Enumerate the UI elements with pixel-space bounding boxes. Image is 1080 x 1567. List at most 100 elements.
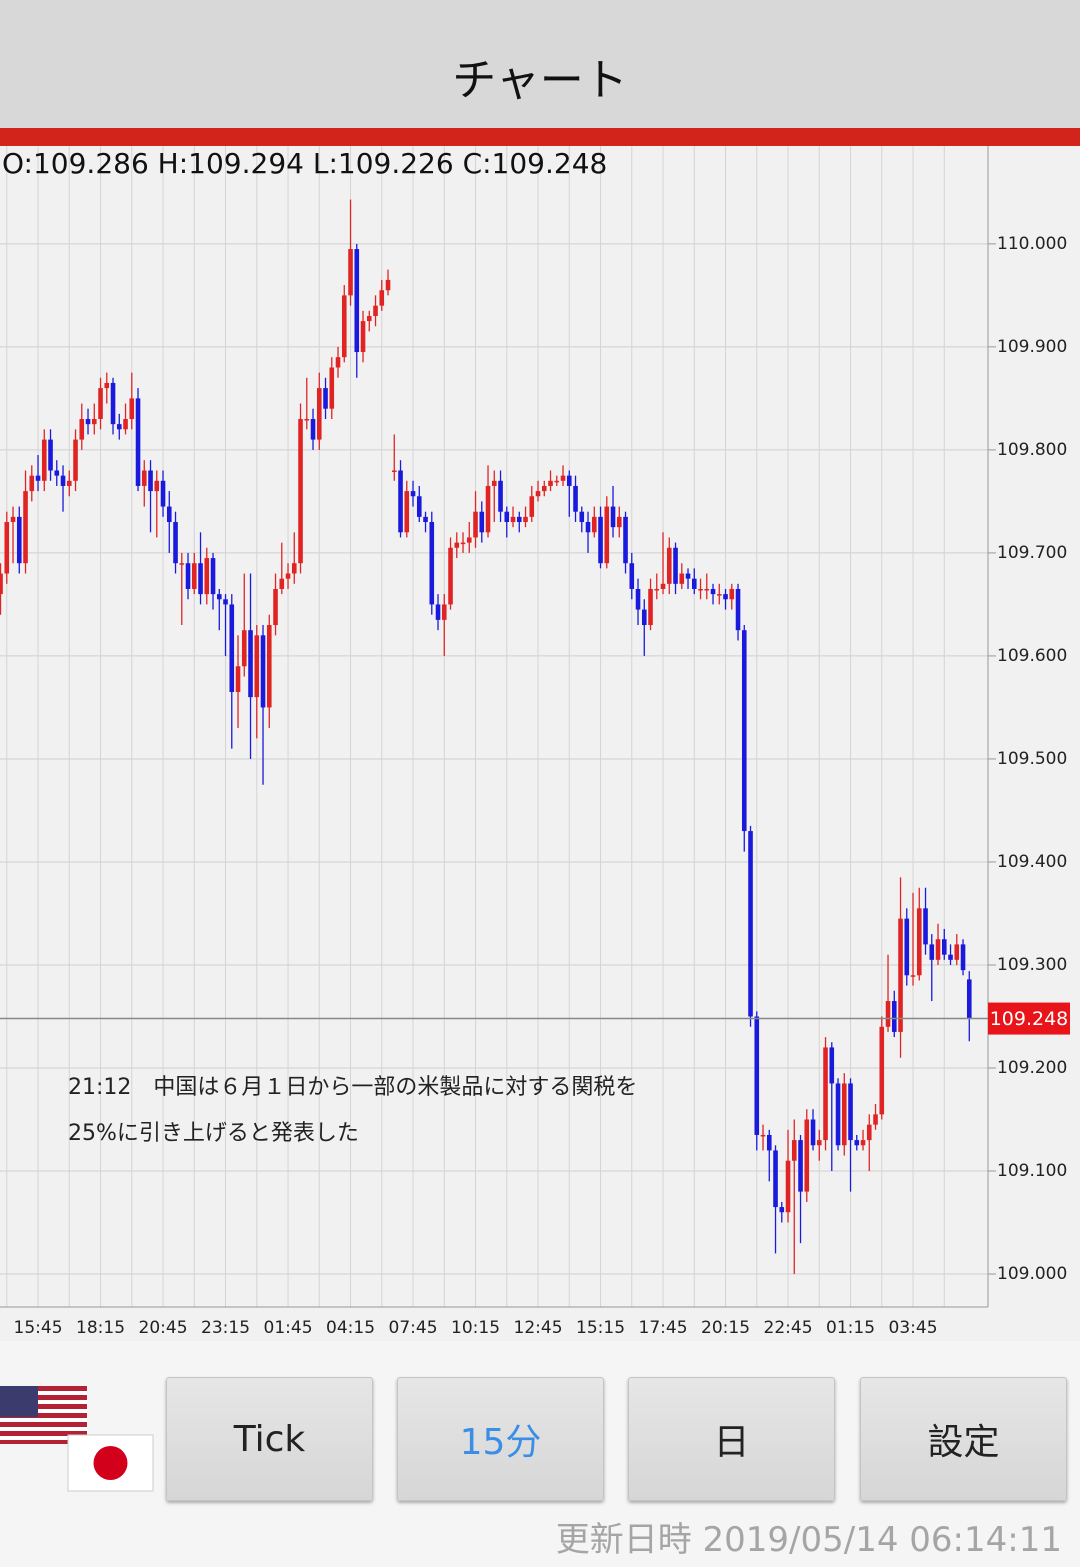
candle-body bbox=[279, 578, 285, 589]
candle-body bbox=[748, 831, 753, 1017]
candle-body bbox=[854, 1140, 860, 1146]
candle-body bbox=[710, 588, 716, 595]
header: チャート bbox=[0, 0, 1080, 129]
candle-body bbox=[741, 630, 747, 832]
candle-body bbox=[573, 485, 578, 512]
candle-body bbox=[335, 357, 341, 368]
candle-body bbox=[23, 491, 28, 564]
x-tick-label: 20:45 bbox=[139, 1318, 188, 1338]
candle-body bbox=[716, 594, 722, 596]
candle-body bbox=[185, 563, 191, 589]
candle-body bbox=[379, 290, 385, 306]
candle-body bbox=[166, 506, 172, 523]
candle-body bbox=[904, 918, 910, 976]
candle-body bbox=[654, 588, 660, 591]
candle-body bbox=[954, 944, 960, 960]
x-tick-label: 03:45 bbox=[889, 1318, 938, 1338]
interval-button[interactable]: 15分 bbox=[397, 1377, 604, 1501]
candle-body bbox=[685, 573, 691, 579]
candle-body bbox=[91, 418, 97, 425]
candle-body bbox=[560, 475, 566, 481]
candle-body bbox=[948, 954, 953, 960]
candle-body bbox=[310, 418, 316, 440]
candle-body bbox=[810, 1119, 816, 1146]
y-tick-label: 109.400 bbox=[997, 852, 1067, 872]
daily-button[interactable]: 日 bbox=[628, 1377, 835, 1501]
candle-body bbox=[648, 588, 653, 626]
settings-button[interactable]: 設定 bbox=[860, 1377, 1067, 1501]
candle-body bbox=[485, 485, 491, 533]
annotation: 25%に引き上げると発表した bbox=[68, 1121, 359, 1146]
candle-body bbox=[454, 542, 460, 548]
candle-body bbox=[160, 480, 166, 507]
candle-body bbox=[460, 542, 466, 545]
y-tick-label: 109.900 bbox=[997, 337, 1067, 357]
candle-body bbox=[754, 1016, 760, 1135]
candle-body bbox=[110, 382, 116, 425]
candle-body bbox=[16, 516, 22, 564]
candle-body bbox=[860, 1140, 866, 1146]
candle-body bbox=[298, 418, 303, 564]
candle-body bbox=[473, 511, 478, 538]
candle-body bbox=[466, 537, 472, 543]
tick-button[interactable]: Tick bbox=[166, 1377, 373, 1501]
candle-body bbox=[291, 563, 297, 574]
candle-body bbox=[254, 635, 260, 698]
candle-body bbox=[510, 516, 516, 523]
candle-body bbox=[423, 516, 428, 523]
candle-body bbox=[129, 398, 135, 419]
candle-body bbox=[941, 939, 947, 955]
candle-body bbox=[198, 563, 203, 595]
candle-body bbox=[923, 908, 928, 945]
x-tick-label: 15:15 bbox=[576, 1318, 625, 1338]
candle-body bbox=[604, 506, 610, 564]
candle-body bbox=[98, 388, 103, 419]
candle-body bbox=[29, 475, 35, 492]
x-tick-label: 22:45 bbox=[764, 1318, 813, 1338]
candle-body bbox=[879, 1026, 885, 1115]
x-tick-label: 07:45 bbox=[389, 1318, 438, 1338]
candle-body bbox=[41, 439, 47, 481]
candle-body bbox=[216, 594, 222, 600]
candle-body bbox=[191, 563, 197, 589]
y-tick-label: 109.600 bbox=[997, 646, 1067, 666]
candle-body bbox=[435, 604, 441, 620]
candle-body bbox=[210, 558, 216, 595]
candle-body bbox=[635, 588, 641, 610]
candle-body bbox=[691, 578, 697, 589]
x-tick-label: 04:15 bbox=[326, 1318, 375, 1338]
candle-body bbox=[616, 516, 622, 528]
candle-body bbox=[316, 388, 322, 440]
candle-body bbox=[260, 635, 266, 708]
candle-body bbox=[235, 666, 241, 692]
x-tick-label: 01:15 bbox=[826, 1318, 875, 1338]
candle-body bbox=[841, 1083, 847, 1146]
candle-body bbox=[391, 470, 397, 473]
candle-body bbox=[204, 558, 210, 595]
candle-body bbox=[760, 1134, 766, 1137]
candle-body bbox=[266, 625, 272, 708]
candle-body bbox=[766, 1134, 772, 1151]
x-tick-label: 10:15 bbox=[451, 1318, 500, 1338]
candle-body bbox=[416, 496, 422, 517]
x-tick-label: 17:45 bbox=[639, 1318, 688, 1338]
candle-body bbox=[623, 516, 628, 564]
candle-body bbox=[498, 480, 503, 512]
candle-body bbox=[891, 1001, 897, 1032]
candle-body bbox=[135, 398, 141, 486]
candle-body bbox=[491, 480, 497, 486]
candle-body bbox=[579, 511, 585, 523]
candle-body bbox=[4, 522, 10, 574]
candle-body bbox=[123, 418, 128, 430]
candle-body bbox=[273, 588, 278, 626]
candle-body bbox=[910, 975, 916, 977]
plot-background bbox=[0, 146, 1080, 1341]
candle-body bbox=[116, 424, 122, 430]
candle-body bbox=[373, 305, 378, 316]
candle-body bbox=[823, 1047, 828, 1141]
candle-body bbox=[248, 630, 253, 698]
candle-body bbox=[360, 321, 366, 353]
candle-body bbox=[173, 522, 178, 564]
candle-body bbox=[966, 979, 972, 1019]
x-tick-label: 23:15 bbox=[201, 1318, 250, 1338]
